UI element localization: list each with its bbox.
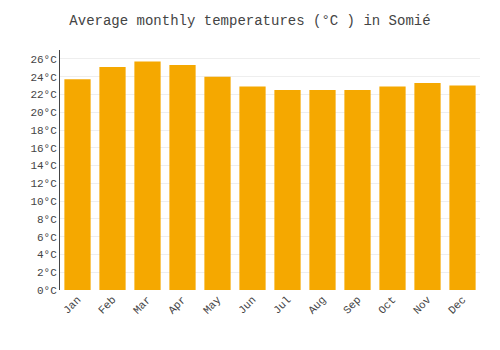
svg-text:Oct: Oct	[376, 294, 398, 316]
svg-text:Jan: Jan	[61, 294, 83, 316]
svg-text:Apr: Apr	[166, 294, 188, 316]
svg-text:18°C: 18°C	[30, 125, 57, 137]
svg-text:16°C: 16°C	[30, 143, 57, 155]
svg-text:2°C: 2°C	[37, 267, 57, 279]
svg-text:22°C: 22°C	[30, 89, 57, 101]
svg-text:Jun: Jun	[236, 294, 258, 316]
svg-text:12°C: 12°C	[30, 178, 57, 190]
svg-text:Mar: Mar	[131, 294, 153, 316]
svg-text:6°C: 6°C	[37, 232, 57, 244]
svg-text:20°C: 20°C	[30, 107, 57, 119]
svg-text:8°C: 8°C	[37, 214, 57, 226]
svg-text:Sep: Sep	[341, 294, 363, 316]
svg-text:0°C: 0°C	[37, 285, 57, 297]
svg-text:Dec: Dec	[446, 294, 468, 316]
svg-text:26°C: 26°C	[30, 54, 57, 66]
svg-text:Average monthly temperatures (: Average monthly temperatures (°C ) in So…	[69, 13, 430, 29]
svg-text:Nov: Nov	[411, 294, 434, 317]
svg-text:10°C: 10°C	[30, 196, 57, 208]
svg-text:May: May	[201, 294, 224, 317]
svg-text:Aug: Aug	[306, 294, 328, 316]
svg-text:Jul: Jul	[271, 294, 293, 316]
svg-text:14°C: 14°C	[30, 160, 57, 172]
svg-text:24°C: 24°C	[30, 72, 57, 84]
svg-text:Feb: Feb	[96, 294, 118, 316]
svg-text:4°C: 4°C	[37, 249, 57, 261]
